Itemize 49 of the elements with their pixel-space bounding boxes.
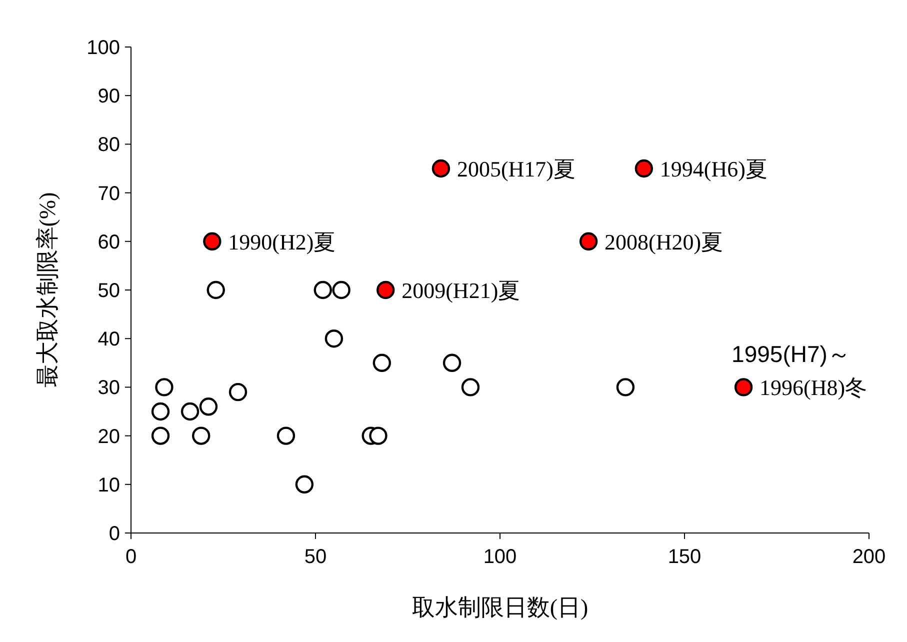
y-tick-label: 60 xyxy=(98,231,120,254)
point xyxy=(295,475,314,494)
point xyxy=(228,382,248,402)
point xyxy=(151,426,170,445)
point xyxy=(442,354,462,372)
annotation: 1990(H2)夏 xyxy=(228,229,336,254)
point xyxy=(203,232,222,250)
y-tick-label: 70 xyxy=(98,182,120,205)
y-tick-label: 100 xyxy=(86,37,120,59)
y-tick-label: 0 xyxy=(108,523,120,545)
point xyxy=(332,280,350,300)
point xyxy=(314,280,332,300)
y-tick-label: 20 xyxy=(98,426,120,448)
point xyxy=(276,426,296,445)
annotation: 1994(H6)夏 xyxy=(660,156,768,182)
point xyxy=(199,398,218,416)
point xyxy=(155,378,174,396)
annotation: 1995(H7)～ xyxy=(732,341,850,368)
point xyxy=(634,159,654,178)
y-tick-label: 10 xyxy=(98,474,120,496)
annotation: 2005(H17)夏 xyxy=(456,156,576,182)
point xyxy=(180,402,200,421)
point xyxy=(206,280,225,300)
point xyxy=(432,159,450,178)
point xyxy=(324,330,344,348)
x-tick-label: 200 xyxy=(852,546,886,568)
y-tick-label: 40 xyxy=(98,328,120,351)
point xyxy=(616,378,635,396)
x-axis-title: 取水制限日数(日) xyxy=(412,595,588,620)
point xyxy=(734,378,753,396)
annotation: 2008(H20)夏 xyxy=(604,229,724,254)
x-tick-label: 0 xyxy=(125,546,137,568)
x-tick-label: 100 xyxy=(483,546,517,568)
y-axis-title: 最大取水制限率(%) xyxy=(35,192,60,388)
y-tick-label: 90 xyxy=(98,86,120,108)
point xyxy=(579,232,598,250)
y-tick-label: 80 xyxy=(98,134,120,156)
point xyxy=(376,280,395,300)
point xyxy=(192,426,210,445)
point xyxy=(151,402,170,421)
annotation: 1996(H8)冬 xyxy=(760,375,868,400)
point xyxy=(369,426,388,445)
y-tick-label: 30 xyxy=(98,377,120,400)
x-tick-label: 150 xyxy=(668,546,702,568)
point xyxy=(461,378,480,396)
annotation: 2009(H21)夏 xyxy=(402,278,520,303)
x-tick-label: 50 xyxy=(304,546,327,568)
point xyxy=(372,354,392,372)
y-tick-label: 50 xyxy=(98,280,120,302)
